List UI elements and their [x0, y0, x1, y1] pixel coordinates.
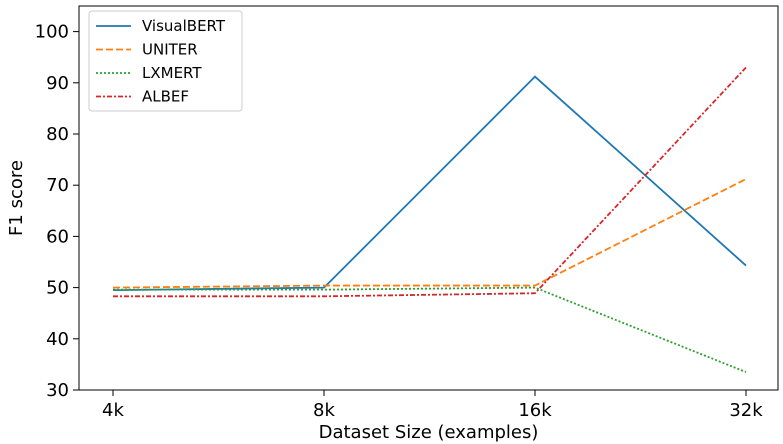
- legend-label: VisualBERT: [142, 17, 226, 35]
- y-axis-label: F1 score: [6, 160, 27, 236]
- x-tick-label: 32k: [729, 400, 763, 421]
- legend-label: ALBEF: [142, 88, 189, 106]
- y-tick-label: 90: [46, 73, 69, 94]
- y-tick-label: 100: [35, 22, 69, 43]
- x-tick-label: 8k: [313, 400, 335, 421]
- y-axis: 30 40 50 60 70 80 90 100: [35, 22, 79, 401]
- x-tick-label: 16k: [518, 400, 552, 421]
- series-line-uniter: [112, 178, 747, 289]
- legend-box: [88, 10, 243, 112]
- legend: VisualBERT UNITER LXMERT ALBEF: [88, 10, 243, 112]
- y-tick-label: 30: [46, 380, 69, 401]
- y-tick-label: 40: [46, 329, 69, 350]
- x-axis-label: Dataset Size (examples): [319, 422, 539, 443]
- y-tick-label: 60: [46, 226, 69, 247]
- x-tick-label: 4k: [102, 400, 124, 421]
- y-tick-label: 80: [46, 124, 69, 145]
- series-lines: [112, 66, 747, 373]
- x-axis: 4k 8k 16k 32k: [102, 390, 763, 421]
- series-line-albef: [113, 66, 747, 298]
- y-tick-label: 50: [46, 278, 69, 299]
- legend-label: UNITER: [142, 41, 198, 59]
- y-tick-label: 70: [46, 175, 69, 196]
- legend-label: LXMERT: [142, 64, 202, 82]
- series-line-lxmert: [113, 286, 747, 373]
